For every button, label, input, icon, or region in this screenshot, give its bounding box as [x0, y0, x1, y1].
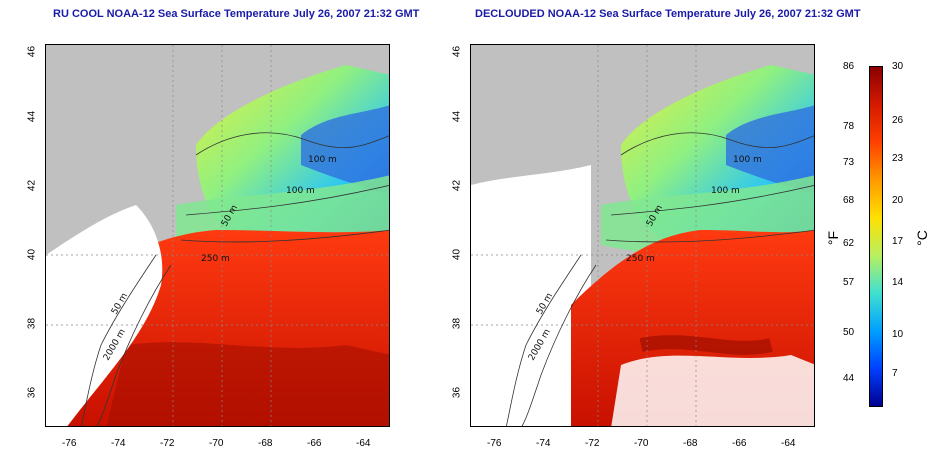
left-lat-tick: 44 [26, 110, 38, 123]
left-map-title: RU COOL NOAA-12 Sea Surface Temperature … [53, 8, 420, 20]
fahrenheit-tick: 44 [843, 373, 855, 384]
right-lon-tick: -68 [683, 438, 698, 449]
fahrenheit-tick: 68 [843, 195, 855, 206]
left-lon-tick: -74 [111, 438, 126, 449]
right-lat-tick: 44 [451, 110, 463, 123]
graticule [471, 45, 814, 426]
left-lat-tick: 40 [26, 248, 38, 261]
celsius-unit-label: °C [913, 230, 930, 246]
left-lon-tick: -68 [258, 438, 273, 449]
fahrenheit-tick: 78 [843, 121, 855, 132]
left-lon-tick: -64 [356, 438, 371, 449]
fahrenheit-tick: 57 [843, 277, 855, 288]
deep-blue-patch [301, 105, 389, 195]
left-lon-tick: -76 [62, 438, 77, 449]
declouded-white-area [471, 165, 591, 426]
fahrenheit-unit-label: °F [825, 230, 842, 246]
left-lat-tick: 46 [26, 45, 38, 58]
fahrenheit-tick: 73 [843, 157, 855, 168]
fahrenheit-tick: 86 [843, 61, 855, 72]
right-lon-tick: -66 [732, 438, 747, 449]
celsius-tick: 14 [892, 277, 904, 288]
celsius-tick: 7 [892, 368, 898, 379]
left-lat-tick: 38 [26, 317, 38, 330]
right-lat-tick: 38 [451, 317, 463, 330]
deep-warm-band [639, 335, 773, 355]
contour-label-100m-north: 100 m [733, 155, 762, 165]
deep-blue-patch [726, 105, 814, 195]
celsius-tick: 10 [892, 329, 904, 340]
left-lat-tick: 36 [26, 386, 38, 399]
celsius-tick: 26 [892, 115, 904, 126]
right-lon-tick: -72 [585, 438, 600, 449]
cloud-gaps [611, 355, 814, 426]
fahrenheit-tick: 62 [843, 238, 855, 249]
left-lon-tick: -72 [160, 438, 175, 449]
right-map-title: DECLOUDED NOAA-12 Sea Surface Temperatur… [475, 8, 861, 20]
celsius-tick: 30 [892, 61, 904, 72]
bathymetry-contours [506, 132, 814, 426]
left-lon-tick: -66 [307, 438, 322, 449]
temperature-colorbar [869, 66, 883, 407]
celsius-tick: 23 [892, 153, 904, 164]
contour-label-250m: 250 m [626, 254, 655, 264]
right-sst-map: 100 m 100 m 50 m 250 m 50 m 2000 m [470, 44, 815, 427]
graticule [46, 45, 389, 426]
contour-label-100m: 100 m [286, 186, 315, 196]
contour-label-100m-north: 100 m [308, 155, 337, 165]
right-lat-tick: 36 [451, 386, 463, 399]
bathymetry-contours [81, 132, 389, 426]
deep-warm-patch [106, 342, 389, 426]
right-lon-tick: -70 [634, 438, 649, 449]
celsius-tick: 17 [892, 236, 904, 247]
right-lat-tick: 46 [451, 45, 463, 58]
right-lon-tick: -64 [781, 438, 796, 449]
left-sst-map: 100 m 100 m 50 m 250 m 50 m 2000 m [45, 44, 390, 427]
fahrenheit-tick: 50 [843, 327, 855, 338]
contour-label-100m: 100 m [711, 186, 740, 196]
coastal-cloud [46, 205, 163, 426]
celsius-tick: 20 [892, 195, 904, 206]
right-lon-tick: -74 [536, 438, 551, 449]
right-lat-tick: 40 [451, 248, 463, 261]
right-lat-tick: 42 [451, 179, 463, 192]
contour-label-250m: 250 m [201, 254, 230, 264]
left-lon-tick: -70 [209, 438, 224, 449]
left-lat-tick: 42 [26, 179, 38, 192]
right-lon-tick: -76 [487, 438, 502, 449]
